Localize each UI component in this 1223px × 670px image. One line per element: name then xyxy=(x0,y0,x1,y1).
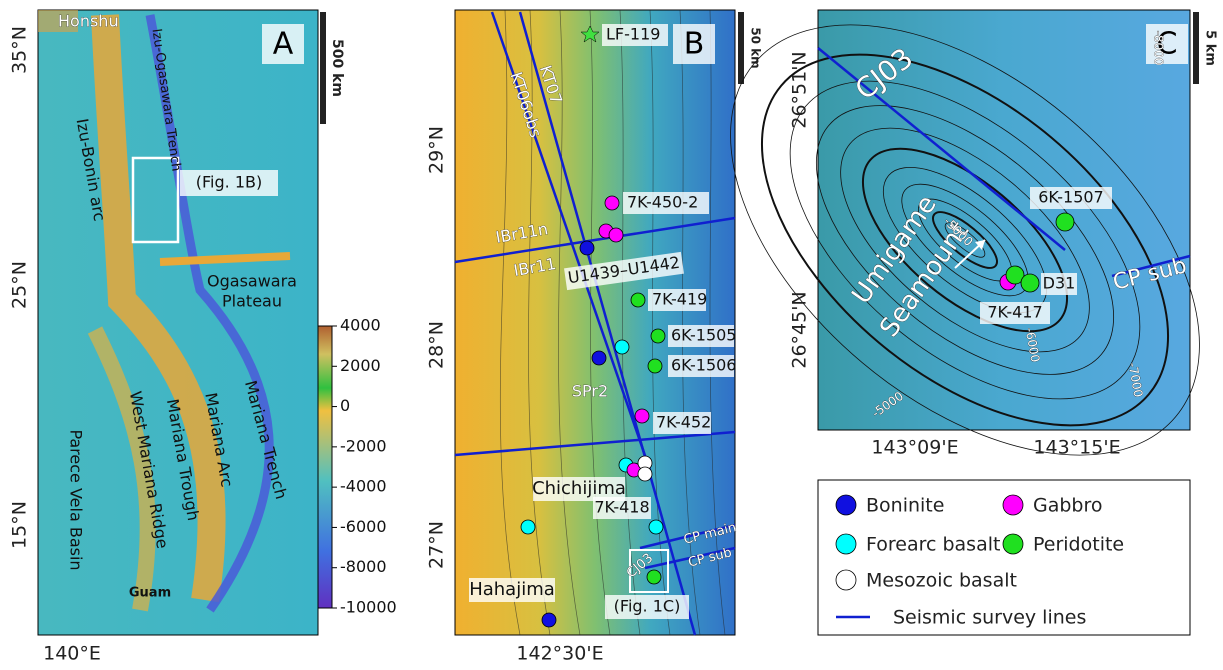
place-label: Hahajima xyxy=(469,579,555,600)
panel-a: Honshu A Izu-Bonin arc Izu-Ogasawara Tre… xyxy=(9,10,346,665)
sample-label: 7K-452 xyxy=(656,413,711,432)
place-label: Honshu xyxy=(58,12,119,31)
colorbar-tick-label: 0 xyxy=(340,396,350,415)
lat-label: 26°51'N xyxy=(789,51,811,128)
place-label: Guam xyxy=(129,586,171,601)
sample-label: 7K-419 xyxy=(652,290,707,309)
lat-label: 27°N xyxy=(426,521,448,569)
sample-label: 7K-450-2 xyxy=(627,193,698,212)
colorbar-tick-label: 2000 xyxy=(340,356,381,375)
lat-label: 35°N xyxy=(9,26,31,74)
sample-label: 6K-1506 xyxy=(671,356,736,375)
lat-label: 15°N xyxy=(9,501,31,549)
lon-label: 142°30'E xyxy=(516,643,603,665)
legend-label: Peridotite xyxy=(1033,534,1124,556)
panel-letter: B xyxy=(684,27,705,62)
legend-label: Boninite xyxy=(866,495,944,517)
sample-label: D31 xyxy=(1043,274,1076,293)
place-label: (Fig. 1B) xyxy=(196,173,262,192)
lon-label: 140°E xyxy=(43,643,101,665)
colorbar-tick-label: -6000 xyxy=(340,517,387,536)
legend-label: Seismic survey lines xyxy=(893,607,1086,629)
place-label: Ogasawara xyxy=(207,272,297,291)
sample-label: 6K-1505 xyxy=(671,326,736,345)
legend-label: Forearc basalt xyxy=(866,534,1000,556)
lat-label: 25°N xyxy=(9,261,31,309)
place-label: Chichijima xyxy=(532,478,626,499)
colorbar-tick-label: -2000 xyxy=(340,436,387,455)
sample-label: 6K-1507 xyxy=(1038,188,1103,207)
legend-label: Mesozoic basalt xyxy=(866,570,1017,592)
colorbar xyxy=(318,326,332,608)
place-label: Plateau xyxy=(222,292,282,311)
lat-label: 26°45'N xyxy=(789,291,811,368)
legend-label: Gabbro xyxy=(1033,495,1103,517)
lat-label: 29°N xyxy=(426,126,448,174)
sample-label: LF-119 xyxy=(606,25,660,44)
lon-label: 143°15'E xyxy=(1033,437,1120,459)
colorbar-tick-label: -8000 xyxy=(340,557,387,576)
colorbar-tick-label: -10000 xyxy=(340,598,397,617)
lon-label: 143°09'E xyxy=(871,437,958,459)
lat-label: 28°N xyxy=(426,321,448,369)
sample-label: 7K-417 xyxy=(987,303,1042,322)
colorbar-tick-label: 4000 xyxy=(340,316,381,335)
panel-b: B LF-119 KT07 KT06obs 7K-450-2 IBr11n IB… xyxy=(426,10,763,665)
colorbar-tick-label: -4000 xyxy=(340,477,387,496)
scale-label: 5 km xyxy=(1203,30,1218,66)
place-label: SPr2 xyxy=(572,382,608,401)
legend: Boninite Gabbro Forearc basalt Peridotit… xyxy=(818,480,1190,635)
sample-label: 7K-418 xyxy=(594,498,649,517)
place-label: (Fig. 1C) xyxy=(614,597,681,616)
panel-c: C CJ03 Umigame Seamount 6K-1507 D31 7K-4… xyxy=(651,0,1223,539)
contour-label: -8000 xyxy=(1152,31,1166,66)
panel-letter: A xyxy=(273,27,294,62)
place-label: Parece Vela Basin xyxy=(67,429,86,570)
figure: Honshu A Izu-Bonin arc Izu-Ogasawara Tre… xyxy=(0,0,1223,666)
scale-label: 500 km xyxy=(329,39,345,97)
